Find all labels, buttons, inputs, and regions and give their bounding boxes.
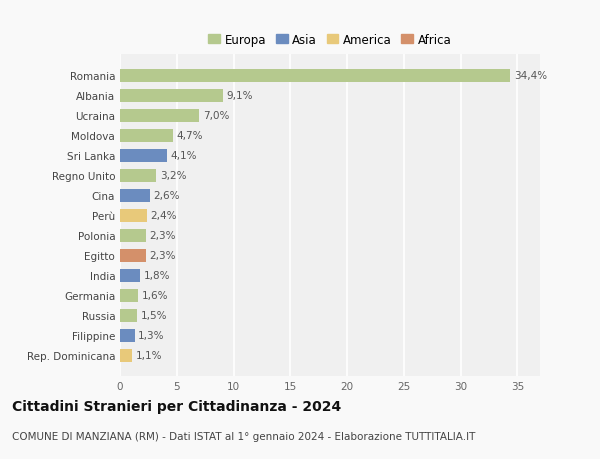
Text: 2,3%: 2,3% [149, 231, 176, 241]
Bar [120, 249, 146, 262]
Text: 1,1%: 1,1% [136, 350, 163, 360]
Text: 4,1%: 4,1% [170, 151, 196, 161]
Text: Cittadini Stranieri per Cittadinanza - 2024: Cittadini Stranieri per Cittadinanza - 2… [12, 399, 341, 413]
Text: COMUNE DI MANZIANA (RM) - Dati ISTAT al 1° gennaio 2024 - Elaborazione TUTTITALI: COMUNE DI MANZIANA (RM) - Dati ISTAT al … [12, 431, 475, 442]
Bar [120, 209, 147, 222]
Bar [120, 150, 167, 162]
Text: 34,4%: 34,4% [514, 71, 547, 81]
Bar [120, 349, 133, 362]
Bar [120, 90, 223, 102]
Bar [120, 329, 135, 342]
Text: 1,3%: 1,3% [138, 330, 164, 340]
Text: 7,0%: 7,0% [203, 111, 229, 121]
Bar [120, 169, 157, 182]
Text: 3,2%: 3,2% [160, 171, 186, 181]
Bar [120, 129, 173, 142]
Bar [120, 189, 149, 202]
Bar [120, 70, 511, 83]
Text: 2,4%: 2,4% [151, 211, 177, 221]
Text: 1,6%: 1,6% [142, 291, 168, 301]
Bar [120, 289, 138, 302]
Text: 9,1%: 9,1% [227, 91, 253, 101]
Bar [120, 269, 140, 282]
Text: 2,6%: 2,6% [153, 191, 179, 201]
Text: 1,5%: 1,5% [140, 310, 167, 320]
Text: 4,7%: 4,7% [177, 131, 203, 141]
Text: 2,3%: 2,3% [149, 251, 176, 261]
Text: 1,8%: 1,8% [144, 270, 170, 280]
Bar [120, 229, 146, 242]
Legend: Europa, Asia, America, Africa: Europa, Asia, America, Africa [203, 29, 457, 51]
Bar [120, 309, 137, 322]
Bar [120, 110, 199, 123]
